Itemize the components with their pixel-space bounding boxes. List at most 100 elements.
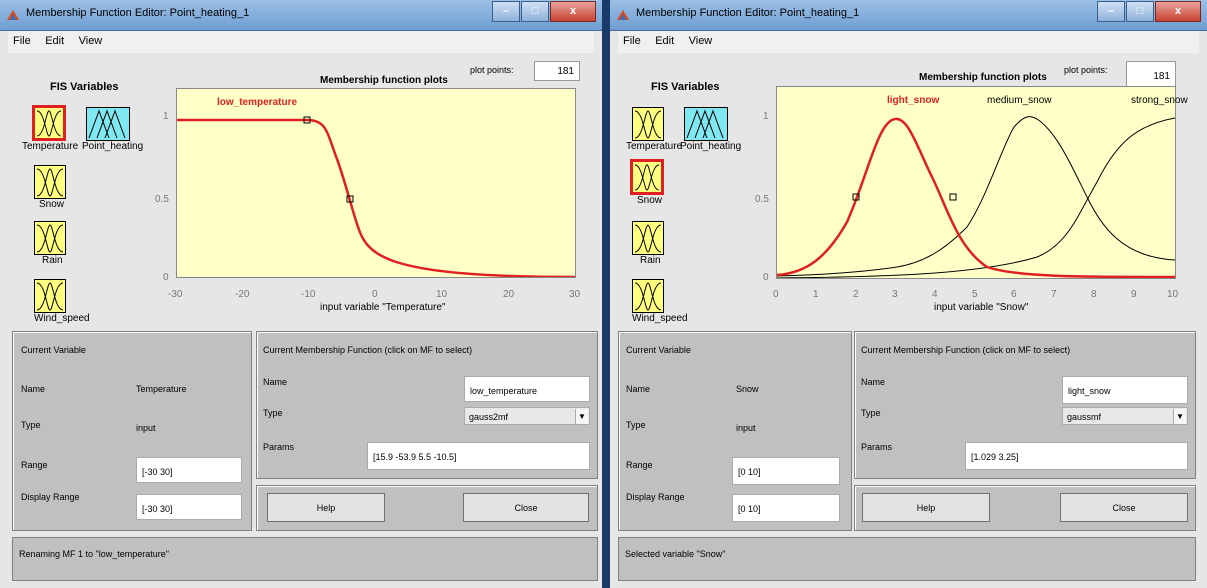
menu-file[interactable]: File xyxy=(623,35,641,47)
input-var-icon[interactable] xyxy=(632,221,664,255)
help-button[interactable]: Help xyxy=(862,493,990,522)
name-label: Name xyxy=(21,384,46,394)
display-range-input[interactable]: [0 10] xyxy=(732,494,840,522)
menu-file[interactable]: File xyxy=(13,35,31,47)
output-var-icon[interactable] xyxy=(86,107,130,141)
current-mf-panel: Current Membership Function (click on MF… xyxy=(256,331,598,479)
mf-type-value: gaussmf xyxy=(1067,412,1102,422)
input-var-icon[interactable] xyxy=(632,279,664,313)
help-button[interactable]: Help xyxy=(267,493,385,522)
close-button[interactable]: Close xyxy=(1060,493,1188,522)
params-input[interactable]: [1.029 3.25] xyxy=(965,442,1188,470)
close-window-button[interactable]: x xyxy=(1155,1,1201,22)
mf-name-input[interactable]: low_temperature xyxy=(464,376,590,402)
plot-points-input[interactable]: 181 xyxy=(1126,61,1176,89)
params-label: Params xyxy=(861,442,893,452)
mf-name-label: Name xyxy=(263,377,288,387)
status-bar: Renaming MF 1 to "low_temperature" xyxy=(12,537,598,581)
current-mf-panel: Current Membership Function (click on MF… xyxy=(854,331,1196,479)
x-tick: 1 xyxy=(813,289,819,300)
var-label: Rain xyxy=(42,255,63,266)
plot-points-label: plot points: xyxy=(1064,65,1108,75)
mf-editor-window-temperature: Membership Function Editor: Point_heatin… xyxy=(0,0,602,588)
x-axis-label: input variable "Snow" xyxy=(934,302,1029,313)
params-label: Params xyxy=(263,442,295,452)
button-panel: Help Close xyxy=(854,485,1196,531)
params-input[interactable]: [15.9 -53.9 5.5 -10.5] xyxy=(367,442,590,470)
mf-curve-medium-snow[interactable] xyxy=(777,116,1175,277)
x-tick: 10 xyxy=(1167,289,1179,300)
var-label: Point_heating xyxy=(680,141,742,152)
mf-label-medium-snow[interactable]: medium_snow xyxy=(987,95,1052,106)
name-value: Snow xyxy=(736,384,759,394)
minimize-button[interactable]: – xyxy=(1097,1,1125,22)
mf-plot-area[interactable]: light_snow medium_snow strong_snow xyxy=(776,86,1188,279)
window-title: Membership Function Editor: Point_heatin… xyxy=(26,7,250,19)
mf-label-strong-snow[interactable]: strong_snow xyxy=(1131,95,1188,106)
plot-title: Membership function plots xyxy=(919,72,1047,83)
mf-curve-light-snow[interactable] xyxy=(777,117,1175,278)
mf-name-input[interactable]: light_snow xyxy=(1062,376,1188,404)
menu-view[interactable]: View xyxy=(688,35,713,47)
minimize-button[interactable]: – xyxy=(492,1,520,22)
display-range-input[interactable]: [-30 30] xyxy=(136,494,242,520)
type-value: input xyxy=(136,423,156,433)
x-tick: 3 xyxy=(892,289,898,300)
mf-control-point[interactable] xyxy=(303,116,311,124)
mf-control-point[interactable] xyxy=(949,193,957,201)
maximize-button[interactable]: □ xyxy=(521,1,549,22)
matlab-icon xyxy=(617,10,629,20)
range-input[interactable]: [0 10] xyxy=(732,457,840,485)
mf-type-select[interactable]: gauss2mf ▼ xyxy=(464,407,590,425)
output-var-icon[interactable] xyxy=(684,107,728,141)
type-value: input xyxy=(736,423,756,433)
menu-edit[interactable]: Edit xyxy=(45,35,65,47)
menu-view[interactable]: View xyxy=(78,35,103,47)
mf-curve-strong-snow[interactable] xyxy=(777,117,1175,278)
mf-label-light-snow[interactable]: light_snow xyxy=(887,95,940,106)
x-tick: 7 xyxy=(1051,289,1057,300)
menu-edit[interactable]: Edit xyxy=(655,35,675,47)
title-bar[interactable]: Membership Function Editor: Point_heatin… xyxy=(0,0,602,31)
mf-plot-area[interactable]: low_temperature xyxy=(176,88,576,278)
type-label: Type xyxy=(626,420,646,430)
maximize-button[interactable]: □ xyxy=(1126,1,1154,22)
x-tick: 9 xyxy=(1131,289,1137,300)
chevron-down-icon[interactable]: ▼ xyxy=(1173,409,1186,424)
var-label: Wind_speed xyxy=(632,313,688,324)
x-tick: 0 xyxy=(372,289,378,300)
range-label: Range xyxy=(21,460,48,470)
mf-type-select[interactable]: gaussmf ▼ xyxy=(1062,407,1188,425)
fis-variables-title: FIS Variables xyxy=(651,81,720,93)
title-bar[interactable]: Membership Function Editor: Point_heatin… xyxy=(610,0,1207,31)
x-tick: 8 xyxy=(1091,289,1097,300)
range-input[interactable]: [-30 30] xyxy=(136,457,242,483)
mf-name-label: Name xyxy=(861,377,886,387)
input-var-icon[interactable] xyxy=(630,159,664,195)
mf-curve-low-temperature[interactable] xyxy=(177,118,575,277)
plot-points-input[interactable]: 181 xyxy=(534,61,580,81)
input-var-icon[interactable] xyxy=(34,279,66,313)
input-var-icon[interactable] xyxy=(632,107,664,141)
mf-type-label: Type xyxy=(263,408,283,418)
y-tick: 1 xyxy=(163,111,169,122)
y-tick: 1 xyxy=(763,111,769,122)
x-tick: -10 xyxy=(301,289,316,300)
y-tick: 0.5 xyxy=(755,194,769,205)
var-label: Temperature xyxy=(626,141,683,152)
x-tick: 4 xyxy=(932,289,938,300)
status-text: Selected variable "Snow" xyxy=(625,549,726,559)
y-tick: 0 xyxy=(163,272,169,283)
input-var-icon[interactable] xyxy=(34,221,66,255)
input-var-icon[interactable] xyxy=(34,165,66,199)
mf-control-point[interactable] xyxy=(346,195,354,203)
mf-control-point[interactable] xyxy=(852,193,860,201)
chevron-down-icon[interactable]: ▼ xyxy=(575,409,588,424)
range-label: Range xyxy=(626,460,653,470)
window-title: Membership Function Editor: Point_heatin… xyxy=(636,7,860,19)
input-var-icon[interactable] xyxy=(32,105,66,141)
close-window-button[interactable]: x xyxy=(550,1,596,22)
close-button[interactable]: Close xyxy=(463,493,589,522)
mf-label-low-temperature[interactable]: low_temperature xyxy=(217,97,298,108)
mf-editor-window-snow: Membership Function Editor: Point_heatin… xyxy=(610,0,1207,588)
